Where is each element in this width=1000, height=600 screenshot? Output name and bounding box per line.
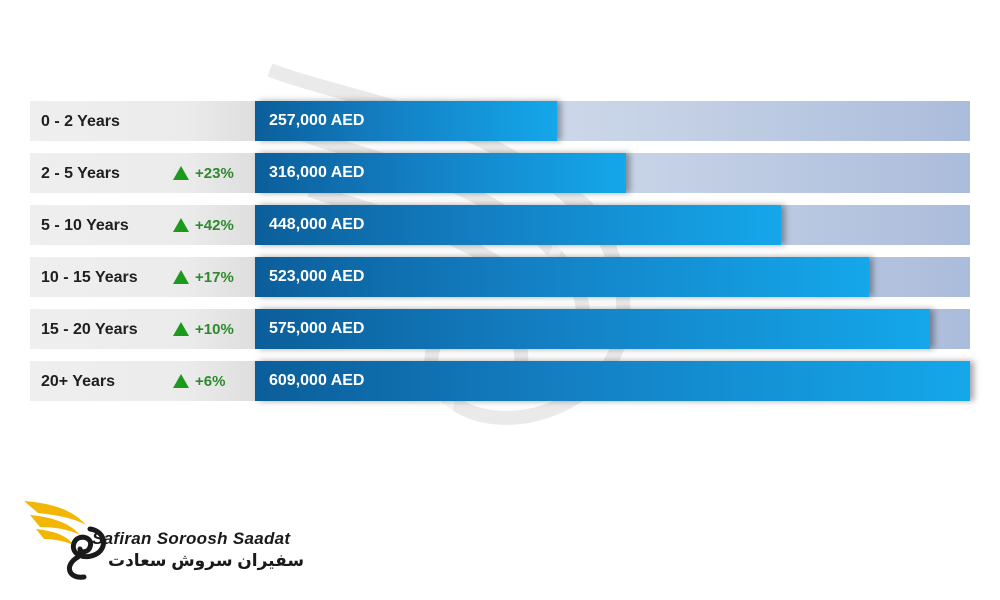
value-label: 523,000 AED xyxy=(269,268,365,285)
category-label: 20+ Years xyxy=(41,373,116,390)
category-cell: 2 - 5 Years +23% xyxy=(30,153,255,193)
growth-percent: +23% xyxy=(195,165,234,182)
growth-percent: +6% xyxy=(195,373,226,390)
chart-row: 20+ Years +6% 609,000 AED xyxy=(30,361,970,401)
category-label: 15 - 20 Years xyxy=(41,321,138,338)
bar: 257,000 AED xyxy=(255,101,557,141)
growth-indicator: +23% xyxy=(173,153,234,195)
growth-indicator: +10% xyxy=(173,309,234,351)
logo-name-en: Safiran Soroosh Saadat xyxy=(92,529,291,548)
up-arrow-icon xyxy=(173,165,189,180)
growth-percent: +17% xyxy=(195,269,234,286)
value-label: 448,000 AED xyxy=(269,216,365,233)
value-label: 257,000 AED xyxy=(269,112,365,129)
value-label: 609,000 AED xyxy=(269,372,365,389)
category-label: 0 - 2 Years xyxy=(41,113,120,130)
chart-row: 15 - 20 Years +10% 575,000 AED xyxy=(30,309,970,349)
experience-salary-chart: 0 - 2 Years 257,000 AED 2 - 5 Years +23% 316… xyxy=(30,101,970,413)
bar-track: 448,000 AED xyxy=(255,205,970,245)
category-cell: 5 - 10 Years +42% xyxy=(30,205,255,245)
up-arrow-icon xyxy=(173,321,189,336)
value-label: 575,000 AED xyxy=(269,320,365,337)
category-label: 5 - 10 Years xyxy=(41,217,129,234)
bar-track: 523,000 AED xyxy=(255,257,970,297)
logo-name-fa: سفیران سروش سعادت xyxy=(108,551,305,570)
bar-track: 257,000 AED xyxy=(255,101,970,141)
up-arrow-icon xyxy=(173,373,189,388)
bar: 523,000 AED xyxy=(255,257,870,297)
growth-percent: +42% xyxy=(195,217,234,234)
growth-indicator: +6% xyxy=(173,361,225,403)
bar: 609,000 AED xyxy=(255,361,970,401)
bar-track: 316,000 AED xyxy=(255,153,970,193)
value-label: 316,000 AED xyxy=(269,164,365,181)
chart-row: 5 - 10 Years +42% 448,000 AED xyxy=(30,205,970,245)
growth-indicator: +42% xyxy=(173,205,234,247)
bar: 448,000 AED xyxy=(255,205,781,245)
category-label: 2 - 5 Years xyxy=(41,165,120,182)
growth-indicator: +17% xyxy=(173,257,234,299)
bar: 316,000 AED xyxy=(255,153,626,193)
category-cell: 20+ Years +6% xyxy=(30,361,255,401)
bar-track: 609,000 AED xyxy=(255,361,970,401)
category-cell: 0 - 2 Years xyxy=(30,101,255,141)
chart-row: 10 - 15 Years +17% 523,000 AED xyxy=(30,257,970,297)
growth-percent: +10% xyxy=(195,321,234,338)
up-arrow-icon xyxy=(173,217,189,232)
company-logo: Safiran Soroosh Saadat سفیران سروش سعادت xyxy=(20,495,304,585)
phoenix-logo-icon xyxy=(24,501,107,580)
category-cell: 15 - 20 Years +10% xyxy=(30,309,255,349)
chart-row: 0 - 2 Years 257,000 AED xyxy=(30,101,970,141)
up-arrow-icon xyxy=(173,269,189,284)
bar: 575,000 AED xyxy=(255,309,931,349)
chart-row: 2 - 5 Years +23% 316,000 AED xyxy=(30,153,970,193)
bar-track: 575,000 AED xyxy=(255,309,970,349)
category-label: 10 - 15 Years xyxy=(41,269,138,286)
category-cell: 10 - 15 Years +17% xyxy=(30,257,255,297)
